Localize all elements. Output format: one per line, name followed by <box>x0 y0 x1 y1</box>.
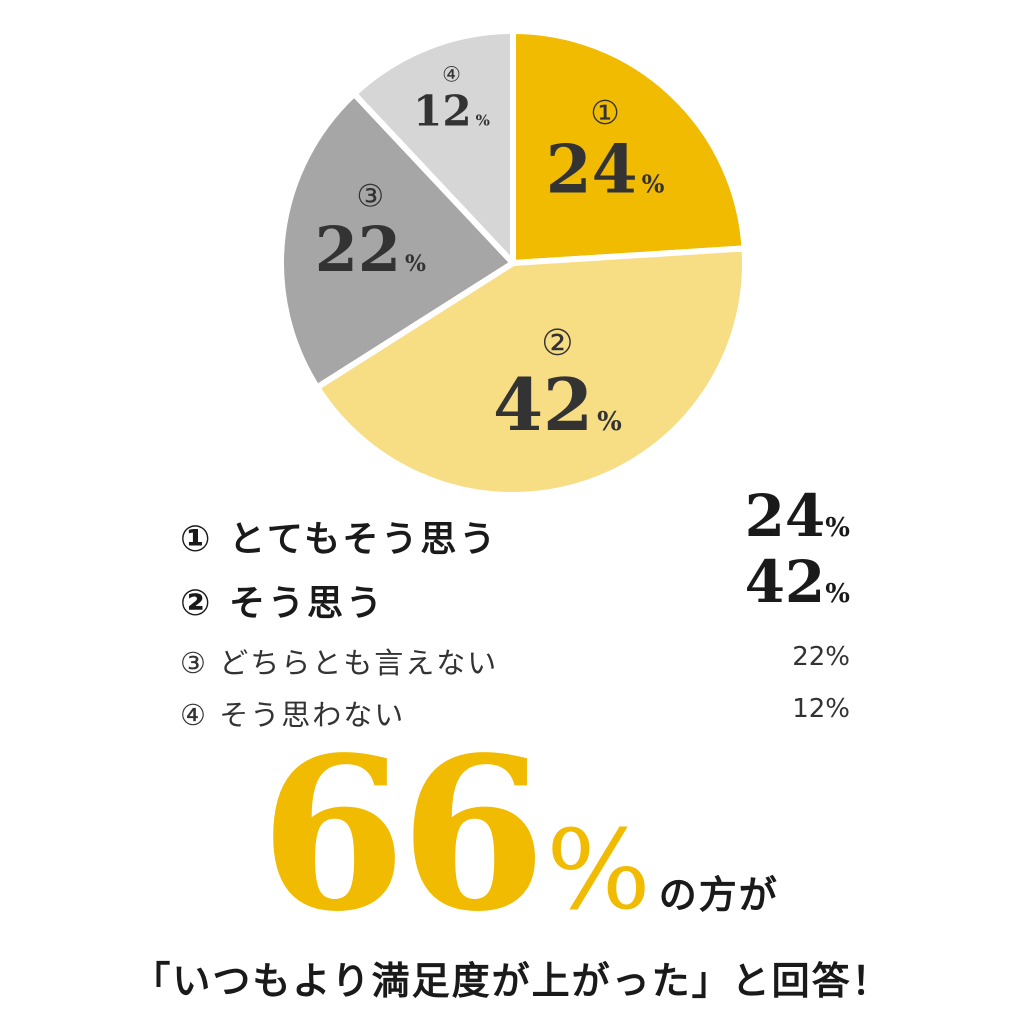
pie-slice-marker: ② <box>541 323 573 364</box>
legend-item-4: ④ そう思わない 12% <box>180 692 850 752</box>
legend-label: ② そう思う <box>180 583 386 624</box>
legend-item-1: ① とてもそう思う 24% <box>180 482 850 560</box>
pie-slice-marker: ④ <box>442 63 461 87</box>
legend-label: ③ どちらとも言えない <box>180 646 499 680</box>
pie-slice-2 <box>314 245 748 498</box>
pie-slice-label: 12% <box>413 86 490 135</box>
pie-chart: ①24 % ②42 % ③22 % ④12% <box>278 28 748 498</box>
pie-slice-marker: ③ <box>356 179 384 215</box>
legend-item-3: ③ どちらとも言えない 22% <box>180 640 850 700</box>
legend-label: ① とてもそう思う <box>180 519 499 560</box>
headline-unit: % <box>546 806 651 934</box>
pie-slice-4 <box>351 28 516 266</box>
pie-slice-3 <box>278 90 516 391</box>
legend-label: ④ そう思わない <box>180 698 406 732</box>
legend-item-2: ② そう思う 42% <box>180 548 850 624</box>
headline-caption: 「いつもより満足度が上がった」と回答！ <box>132 959 892 1003</box>
pie-slice-marker: ① <box>590 93 620 132</box>
pie-slice-label: 22% <box>315 213 426 286</box>
pie-slice-label: 42% <box>493 362 622 447</box>
legend-value: 42% <box>744 548 850 616</box>
legend-value: 24% <box>744 482 850 550</box>
headline-suffix: の方が <box>658 873 779 917</box>
headline-value: 66 <box>260 711 546 958</box>
pie-slice-1 <box>510 28 748 266</box>
headline: 66% の方が <box>260 730 779 940</box>
legend-value: 12% <box>792 694 850 724</box>
pie-slice-label: 24% <box>546 131 665 209</box>
legend-value: 22% <box>792 642 850 672</box>
